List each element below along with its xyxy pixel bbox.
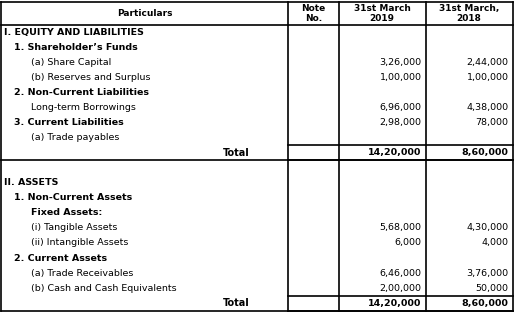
Text: Long-term Borrowings: Long-term Borrowings bbox=[31, 103, 136, 112]
Text: II. ASSETS: II. ASSETS bbox=[4, 178, 58, 187]
Text: 3,26,000: 3,26,000 bbox=[379, 58, 421, 67]
Text: 8,60,000: 8,60,000 bbox=[462, 299, 508, 308]
Text: 2,00,000: 2,00,000 bbox=[380, 284, 421, 293]
Text: Total: Total bbox=[223, 298, 249, 308]
Text: 50,000: 50,000 bbox=[475, 284, 508, 293]
Text: 1. Non-Current Assets: 1. Non-Current Assets bbox=[14, 193, 133, 202]
Text: 1,00,000: 1,00,000 bbox=[380, 73, 421, 82]
Text: Fixed Assets:: Fixed Assets: bbox=[31, 208, 102, 217]
Text: (a) Trade Receivables: (a) Trade Receivables bbox=[31, 269, 134, 278]
Text: 31st March
2019: 31st March 2019 bbox=[354, 4, 411, 23]
Text: (b) Reserves and Surplus: (b) Reserves and Surplus bbox=[31, 73, 151, 82]
Text: Total: Total bbox=[223, 148, 249, 158]
Text: 3,76,000: 3,76,000 bbox=[466, 269, 508, 278]
Text: 6,000: 6,000 bbox=[395, 238, 421, 247]
Text: 2,98,000: 2,98,000 bbox=[380, 118, 421, 127]
Text: 78,000: 78,000 bbox=[475, 118, 508, 127]
Text: (a) Share Capital: (a) Share Capital bbox=[31, 58, 112, 67]
Text: (ii) Intangible Assets: (ii) Intangible Assets bbox=[31, 238, 128, 247]
Text: 2. Non-Current Liabilities: 2. Non-Current Liabilities bbox=[14, 88, 149, 97]
Text: 2,44,000: 2,44,000 bbox=[467, 58, 508, 67]
Text: 4,38,000: 4,38,000 bbox=[466, 103, 508, 112]
Text: 6,96,000: 6,96,000 bbox=[380, 103, 421, 112]
Text: 6,46,000: 6,46,000 bbox=[380, 269, 421, 278]
Text: Particulars: Particulars bbox=[117, 9, 172, 18]
Text: 31st March,
2018: 31st March, 2018 bbox=[439, 4, 499, 23]
Text: 5,68,000: 5,68,000 bbox=[380, 223, 421, 232]
Text: (i) Tangible Assets: (i) Tangible Assets bbox=[31, 223, 117, 232]
Text: 3. Current Liabilities: 3. Current Liabilities bbox=[14, 118, 124, 127]
Text: 14,20,000: 14,20,000 bbox=[368, 299, 421, 308]
Text: 1. Shareholder’s Funds: 1. Shareholder’s Funds bbox=[14, 43, 138, 52]
Text: I. EQUITY AND LIABILITIES: I. EQUITY AND LIABILITIES bbox=[4, 28, 144, 37]
Text: 2. Current Assets: 2. Current Assets bbox=[14, 254, 107, 262]
Text: 8,60,000: 8,60,000 bbox=[462, 148, 508, 157]
Text: (b) Cash and Cash Equivalents: (b) Cash and Cash Equivalents bbox=[31, 284, 177, 293]
Text: (a) Trade payables: (a) Trade payables bbox=[31, 133, 119, 142]
Text: Note
No.: Note No. bbox=[301, 4, 325, 23]
Text: 1,00,000: 1,00,000 bbox=[467, 73, 508, 82]
Text: 4,30,000: 4,30,000 bbox=[466, 223, 508, 232]
Text: 14,20,000: 14,20,000 bbox=[368, 148, 421, 157]
Text: 4,000: 4,000 bbox=[482, 238, 508, 247]
